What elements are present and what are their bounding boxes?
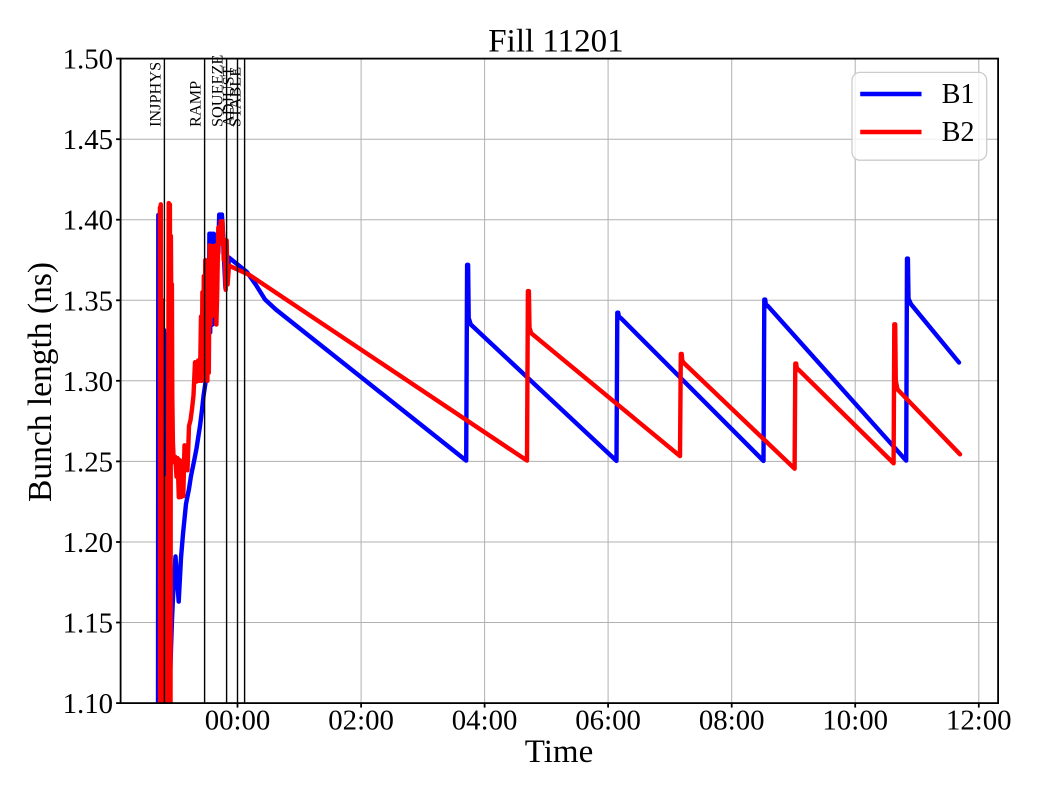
svg-text:1.30: 1.30	[63, 366, 113, 398]
svg-text:1.15: 1.15	[63, 608, 113, 640]
svg-text:INJPHYS: INJPHYS	[145, 62, 164, 127]
svg-text:ADJUST: ADJUST	[219, 66, 238, 127]
svg-text:1.40: 1.40	[63, 205, 113, 237]
svg-text:1.35: 1.35	[63, 285, 113, 317]
svg-text:00:00: 00:00	[205, 705, 271, 737]
svg-text:1.10: 1.10	[63, 688, 113, 720]
svg-text:1.45: 1.45	[63, 124, 113, 156]
svg-text:10:00: 10:00	[822, 705, 888, 737]
svg-text:06:00: 06:00	[575, 705, 641, 737]
svg-text:12:00: 12:00	[946, 705, 1012, 737]
svg-text:Time: Time	[525, 734, 593, 770]
svg-text:Bunch length (ns): Bunch length (ns)	[22, 262, 59, 502]
svg-text:1.20: 1.20	[63, 527, 113, 559]
svg-text:02:00: 02:00	[328, 705, 394, 737]
svg-text:08:00: 08:00	[699, 705, 765, 737]
svg-text:B2: B2	[942, 117, 975, 148]
svg-text:1.25: 1.25	[63, 446, 113, 478]
svg-text:1.50: 1.50	[63, 44, 113, 76]
svg-text:B1: B1	[942, 79, 975, 110]
svg-text:Fill 11201: Fill 11201	[488, 24, 623, 60]
svg-text:SQUEEZE: SQUEEZE	[208, 55, 227, 127]
svg-text:STABLE: STABLE	[226, 67, 245, 127]
svg-text:04:00: 04:00	[452, 705, 518, 737]
svg-text:RAMP: RAMP	[186, 81, 205, 127]
